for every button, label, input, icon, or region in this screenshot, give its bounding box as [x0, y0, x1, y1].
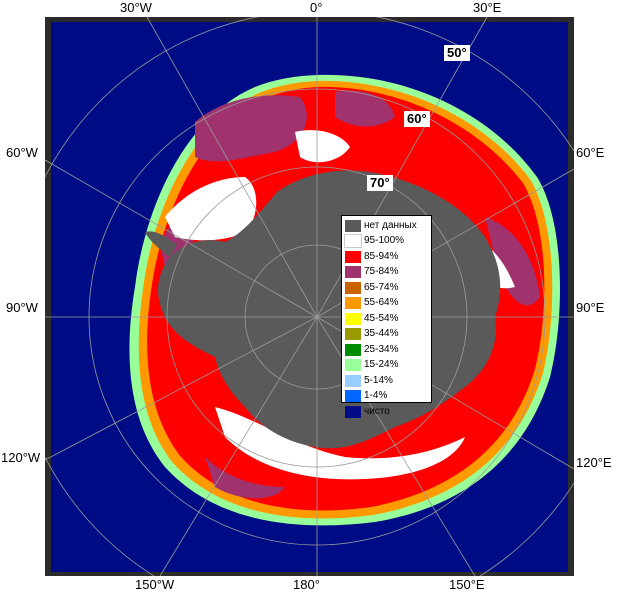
legend-swatch: [345, 390, 361, 403]
legend-label: 75-84%: [364, 266, 399, 278]
legend-swatch: [345, 328, 361, 341]
ice-concentration-legend: нет данных 95-100% 85-94% 75-84% 65-74% 55-64…: [341, 215, 432, 418]
legend-swatch: [345, 266, 361, 279]
lon-label-60w: 60°W: [6, 145, 38, 160]
legend-row: чисто: [345, 404, 428, 420]
lon-label-0-top: 0°: [310, 0, 323, 15]
lon-label-30e-top: 30°E: [473, 0, 502, 15]
legend-row: 65-74%: [345, 280, 428, 296]
legend-swatch: [345, 405, 361, 418]
lat-60-label: 60°: [404, 111, 430, 127]
legend-row: 35-44%: [345, 327, 428, 343]
lat-50-label: 50°: [444, 45, 470, 61]
lon-label-30w-top: 30°W: [120, 0, 152, 15]
legend-label: 15-24%: [364, 359, 399, 371]
lon-label-150w-bottom: 150°W: [135, 577, 175, 592]
legend-swatch: [344, 234, 362, 249]
lon-label-90w: 90°W: [6, 300, 38, 315]
legend-swatch: [345, 297, 361, 310]
legend-row: 55-64%: [345, 296, 428, 312]
legend-swatch: [345, 312, 361, 325]
legend-swatch: [345, 343, 361, 356]
legend-row: 95-100%: [344, 234, 428, 250]
legend-swatch: [345, 374, 361, 387]
legend-row: нет данных: [345, 218, 428, 234]
legend-label: нет данных: [364, 219, 417, 231]
legend-label: 5-14%: [364, 374, 393, 386]
antarctic-peninsula: [145, 231, 177, 257]
legend-label: чисто: [364, 405, 390, 417]
legend-label: 65-74%: [364, 281, 399, 293]
legend-swatch: [345, 281, 361, 294]
legend-label: 35-44%: [364, 328, 399, 340]
legend-row: 15-24%: [345, 358, 428, 374]
legend-row: 5-14%: [345, 373, 428, 389]
lat-70-label: 70°: [367, 175, 393, 191]
ice-75-84-patches: [160, 90, 540, 499]
lon-label-120w: 120°W: [1, 450, 41, 465]
sea-ice-map: [45, 17, 574, 576]
legend-label: 1-4%: [364, 390, 388, 402]
lon-label-150e-bottom: 150°E: [449, 577, 485, 592]
lon-label-90e: 90°E: [576, 300, 605, 315]
legend-row: 75-84%: [345, 265, 428, 281]
legend-label: 45-54%: [364, 312, 399, 324]
legend-label: 25-34%: [364, 343, 399, 355]
legend-row: 85-94%: [345, 249, 428, 265]
legend-swatch: [345, 250, 361, 263]
legend-swatch: [345, 359, 361, 372]
legend-swatch: [345, 219, 361, 232]
lon-label-180-bottom: 180°: [293, 577, 320, 592]
legend-row: 45-54%: [345, 311, 428, 327]
legend-label: 85-94%: [364, 250, 399, 262]
lon-label-60e: 60°E: [576, 145, 605, 160]
legend-row: 1-4%: [345, 389, 428, 405]
lon-label-120e: 120°E: [576, 455, 612, 470]
legend-label: 95-100%: [364, 235, 405, 247]
legend-row: 25-34%: [345, 342, 428, 358]
legend-label: 55-64%: [364, 297, 399, 309]
